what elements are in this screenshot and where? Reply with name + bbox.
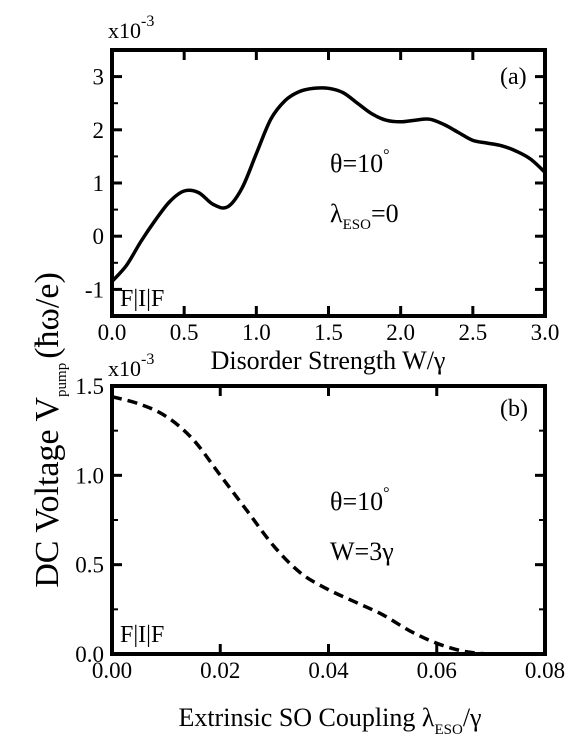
panel-a-multiplier: x10-3	[108, 13, 154, 43]
panel-a-x-tick-label: 2.5	[458, 320, 487, 345]
panel-a-x-tick-label: 0.5	[170, 320, 199, 345]
panel-a-annotation-theta: θ=10°	[330, 147, 390, 178]
panel-a-y-tick-label: 0	[93, 224, 105, 249]
panel-a-x-tick-label: 2.0	[386, 320, 415, 345]
panel-b-corner-label: F|I|F	[120, 622, 164, 648]
panel-b-y-tick-label: 0.5	[75, 553, 104, 578]
panel-a-x-tick-label: 3.0	[531, 320, 560, 345]
panel-b-tick-labels: 0.00 0.02 0.04 0.06 0.08 0.0 0.5 1.0 1.5	[75, 374, 565, 683]
panel-b: 0.00 0.02 0.04 0.06 0.08 0.0 0.5 1.0 1.5 x10-3 (…	[75, 351, 565, 738]
panel-b-y-tick-label: 0.0	[75, 642, 104, 667]
panel-a-x-tick-label: 0.0	[98, 320, 127, 345]
panel-a: 0.0 0.5 1.0 1.5 2.0 2.5 3.0 -1 0 1 2 3 x10-3 (a) F|…	[85, 13, 560, 375]
y-axis-title-sub: pump	[54, 363, 70, 397]
panel-a-series-line	[110, 86, 547, 283]
panel-b-x-tick-label: 0.04	[308, 658, 349, 683]
y-axis-title-unit: (ħω/e)	[29, 272, 66, 359]
panel-b-y-tick-label: 1.0	[75, 463, 104, 488]
panel-a-corner-label: F|I|F	[120, 286, 164, 312]
y-axis-title: DC Voltage Vpump (ħω/e)	[29, 272, 70, 588]
panel-a-annotation-lambda: λESO=0	[330, 199, 399, 233]
panel-b-x-tick-label: 0.00	[92, 658, 132, 683]
panel-a-x-tick-label: 1.0	[242, 320, 271, 345]
panel-a-x-tick-label: 1.5	[314, 320, 343, 345]
panel-a-ticks	[110, 50, 547, 316]
panel-b-annotation-w: W=3γ	[330, 537, 394, 566]
panel-b-annotation-theta: θ=10°	[330, 485, 390, 516]
panel-a-y-tick-label: -1	[85, 277, 104, 302]
svg-text:DC Voltage Vpump(ħω/e): DC Voltage Vpump (ħω/e)	[29, 272, 70, 588]
panel-a-label: (a)	[500, 64, 527, 90]
panel-a-y-tick-label: 3	[93, 65, 105, 90]
panel-a-x-axis-title: Disorder Strength W/γ	[211, 346, 446, 375]
panel-b-x-tick-label: 0.02	[200, 658, 240, 683]
panel-a-tick-labels: 0.0 0.5 1.0 1.5 2.0 2.5 3.0 -1 0 1 2 3	[85, 65, 560, 345]
panel-b-ticks	[110, 384, 547, 656]
panel-b-x-tick-label: 0.08	[525, 658, 565, 683]
panel-a-y-tick-label: 2	[93, 118, 105, 143]
panel-a-y-tick-label: 1	[93, 171, 105, 196]
panel-b-multiplier: x10-3	[108, 351, 154, 381]
panel-b-series-line	[111, 395, 545, 656]
panel-b-x-tick-label: 0.06	[417, 658, 457, 683]
panel-b-x-axis-title: Extrinsic SO Coupling λESO/γ	[178, 703, 481, 738]
y-axis-title-main: DC Voltage V	[29, 397, 66, 588]
panel-b-y-tick-label: 1.5	[75, 374, 104, 399]
panel-b-label: (b)	[500, 396, 528, 422]
